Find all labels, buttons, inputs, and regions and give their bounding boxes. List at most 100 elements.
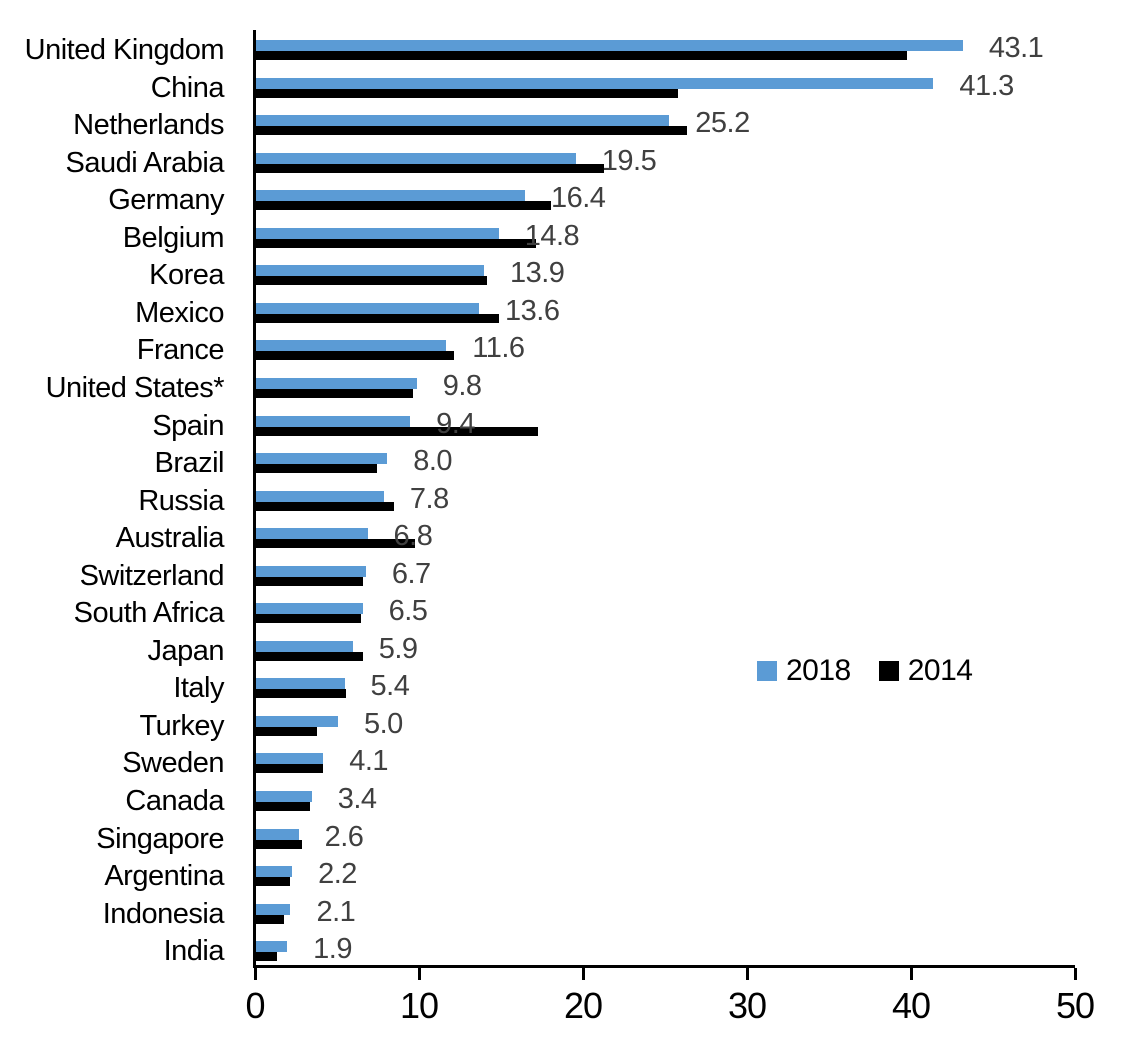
bar-2014 <box>256 464 378 474</box>
bar-2014 <box>256 88 678 98</box>
value-label: 11.6 <box>472 332 525 365</box>
bar-2018 <box>256 528 368 540</box>
bar-2014 <box>256 51 908 60</box>
value-label: 6.8 <box>393 520 433 553</box>
bar-2014 <box>256 651 363 661</box>
bar-2018 <box>256 791 312 802</box>
plot-area <box>253 30 1075 968</box>
bar-2014 <box>256 802 311 811</box>
value-label: 6.5 <box>388 595 428 628</box>
country-label: Korea <box>149 259 224 292</box>
bar-2018 <box>256 565 366 577</box>
bar-2018 <box>256 115 670 127</box>
country-label: Japan <box>147 634 224 667</box>
country-label: Germany <box>108 184 224 217</box>
country-label: Netherlands <box>73 109 224 142</box>
value-label: 43.1 <box>988 32 1044 64</box>
x-axis-tick <box>745 968 749 980</box>
x-axis-tick-label: 0 <box>245 985 265 1026</box>
value-label: 2.1 <box>316 895 356 928</box>
bar-2014 <box>256 877 291 887</box>
country-label: Italy <box>173 672 224 705</box>
bar-2014 <box>256 313 499 323</box>
bar-2018 <box>256 415 411 427</box>
country-label: Sweden <box>122 747 224 780</box>
country-label: China <box>150 71 225 104</box>
bar-2018 <box>256 77 934 89</box>
value-label: 8.0 <box>413 445 453 478</box>
bar-2018 <box>256 715 338 727</box>
bar-2018 <box>256 40 963 51</box>
bar-2014 <box>256 201 552 211</box>
country-label: Singapore <box>96 822 224 855</box>
country-label: Australia <box>115 522 225 555</box>
value-label: 1.9 <box>313 933 352 966</box>
bar-2018 <box>256 340 447 352</box>
value-label: 9.8 <box>442 369 482 402</box>
bar-2018 <box>256 190 525 202</box>
value-label: 16.4 <box>550 182 606 215</box>
bar-2014 <box>256 351 455 361</box>
value-label: 5.4 <box>370 670 410 703</box>
x-axis-tick <box>909 968 913 980</box>
bar-2014 <box>256 426 539 436</box>
bar-2014 <box>256 163 604 173</box>
value-label: 14.8 <box>524 219 580 252</box>
bar-2018 <box>256 227 499 239</box>
country-label: Indonesia <box>102 897 225 930</box>
value-label: 6.7 <box>391 557 431 590</box>
bar-2014 <box>256 614 361 624</box>
legend: 2018 2014 <box>757 655 973 687</box>
bar-2014 <box>256 764 324 774</box>
country-label: Belgium <box>122 221 225 254</box>
bar-2018 <box>256 453 388 465</box>
bar-2018 <box>256 903 291 915</box>
value-label: 19.5 <box>601 144 657 177</box>
x-axis-tick-label: 20 <box>563 985 603 1026</box>
value-label: 41.3 <box>959 69 1014 102</box>
legend-label-2014: 2014 <box>907 654 973 687</box>
country-label: United States* <box>45 371 225 404</box>
bar-2018 <box>256 753 324 765</box>
x-axis-tick <box>1073 968 1077 980</box>
value-label: 25.2 <box>695 107 750 140</box>
bar-2014 <box>256 689 347 699</box>
bar-2014 <box>256 726 317 736</box>
bar-2018 <box>256 866 293 878</box>
country-label: Mexico <box>135 296 224 329</box>
value-label: 5.9 <box>378 632 418 665</box>
bar-2014 <box>256 576 363 586</box>
bar-2014 <box>256 126 688 136</box>
country-label: Switzerland <box>79 559 225 592</box>
x-axis-tick <box>581 968 585 980</box>
bar-2018 <box>256 941 288 953</box>
legend-label-2018: 2018 <box>786 654 851 687</box>
bar-2018 <box>256 678 345 690</box>
value-label: 2.6 <box>324 820 364 853</box>
value-label: 13.9 <box>509 257 565 290</box>
x-axis-tick-label: 40 <box>891 985 931 1026</box>
bar-2014 <box>256 388 414 398</box>
country-label: India <box>163 935 225 968</box>
bar-2018 <box>256 640 353 652</box>
legend-item-2014: 2014 <box>878 654 973 687</box>
legend-swatch-2018-icon <box>757 661 777 681</box>
country-label: Argentina <box>104 860 224 893</box>
country-label: France <box>136 334 225 367</box>
country-label: Canada <box>125 785 224 817</box>
value-label: 2.2 <box>318 858 357 891</box>
value-label: 9.4 <box>436 407 475 440</box>
bar-2014 <box>256 276 488 286</box>
country-label: Spain <box>152 409 224 442</box>
country-label: Russia <box>138 484 224 517</box>
value-label: 5.0 <box>364 707 403 740</box>
bar-2018 <box>256 302 479 314</box>
bar-2018 <box>256 152 576 164</box>
bar-2014 <box>256 501 394 511</box>
bar-2014 <box>256 914 284 924</box>
x-axis-tick-label: 50 <box>1055 985 1095 1026</box>
bar-2014 <box>256 539 416 549</box>
x-axis-tick-label: 10 <box>399 985 439 1026</box>
bar-2014 <box>256 839 302 849</box>
